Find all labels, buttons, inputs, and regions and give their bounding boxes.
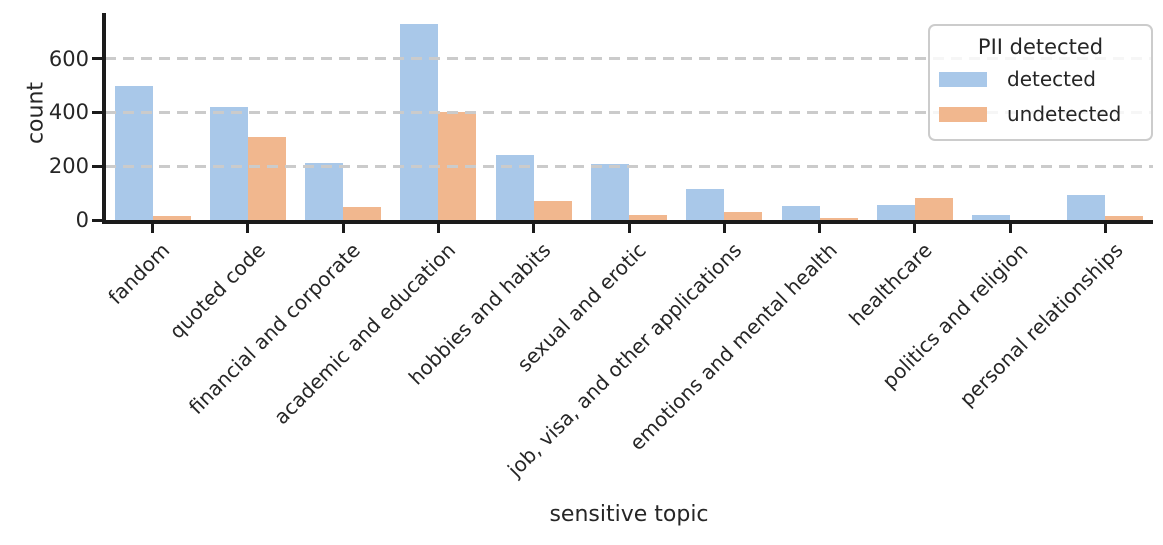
x-tick-2	[341, 222, 345, 233]
y-tick-label-400: 400	[48, 100, 89, 125]
legend-label-undetected: undetected	[1007, 102, 1122, 126]
legend-swatch-undetected-icon	[939, 106, 987, 122]
bar-detected-8	[876, 204, 915, 220]
bar-undetected-7	[819, 217, 858, 220]
bar-undetected-5	[629, 214, 667, 220]
x-tick-9	[1008, 222, 1012, 233]
bar-undetected-0	[152, 215, 191, 220]
bar-undetected-1	[247, 136, 286, 220]
bar-undetected-10	[1105, 215, 1144, 220]
bar-undetected-4	[533, 200, 572, 220]
y-axis-spine	[102, 13, 106, 223]
bar-undetected-8	[914, 198, 953, 220]
x-tick-8	[913, 222, 917, 233]
legend-label-detected: detected	[1007, 67, 1096, 91]
x-axis-spine	[102, 219, 1153, 224]
x-tick-10	[1103, 222, 1107, 233]
y-tick-label-200: 200	[48, 154, 89, 179]
bar-detected-1	[209, 107, 248, 220]
bar-undetected-2	[343, 206, 382, 220]
bar-detected-2	[305, 163, 344, 220]
y-tick-600	[92, 57, 102, 61]
x-tick-6	[722, 222, 726, 233]
y-tick-0	[92, 218, 102, 222]
bar-detected-7	[781, 205, 820, 220]
y-axis-label: count	[23, 81, 49, 145]
x-tick-7	[818, 222, 822, 233]
legend: PII detected detected undetected	[928, 24, 1153, 141]
x-tick-0	[151, 222, 155, 233]
y-tick-200	[92, 164, 102, 168]
y-tick-label-600: 600	[48, 46, 89, 71]
bar-detected-3	[400, 23, 439, 220]
y-tick-400	[92, 110, 102, 114]
x-tick-label-1: quoted code	[164, 238, 270, 344]
bar-detected-10	[1067, 195, 1106, 220]
gridline-y-400	[105, 110, 1153, 114]
legend-entry-undetected: undetected	[930, 102, 1151, 126]
gridline-y-600	[105, 57, 1153, 61]
x-tick-label-3: academic and education	[269, 238, 461, 430]
legend-title: PII detected	[977, 35, 1104, 59]
x-tick-3	[436, 222, 440, 233]
x-tick-label-10: personal relationships	[954, 238, 1128, 412]
x-tick-1	[246, 222, 250, 233]
bar-detected-5	[591, 163, 629, 220]
gridline-y-200	[105, 164, 1153, 168]
y-tick-label-0: 0	[75, 208, 89, 232]
x-tick-label-8: healthcare	[844, 238, 937, 331]
x-tick-label-0: fandom	[103, 238, 175, 309]
x-axis-label: sensitive topic	[549, 502, 709, 527]
bar-detected-0	[114, 85, 153, 220]
bar-detected-9	[972, 214, 1011, 220]
x-tick-label-2: financial and corporate	[184, 238, 366, 419]
x-tick-4	[532, 222, 536, 233]
bar-detected-6	[686, 189, 725, 220]
x-tick-label-7: emotions and mental health	[624, 238, 842, 456]
x-tick-5	[627, 222, 631, 233]
legend-entry-detected: detected	[930, 67, 1151, 91]
bar-undetected-6	[724, 212, 763, 220]
legend-swatch-detected-icon	[939, 71, 987, 87]
